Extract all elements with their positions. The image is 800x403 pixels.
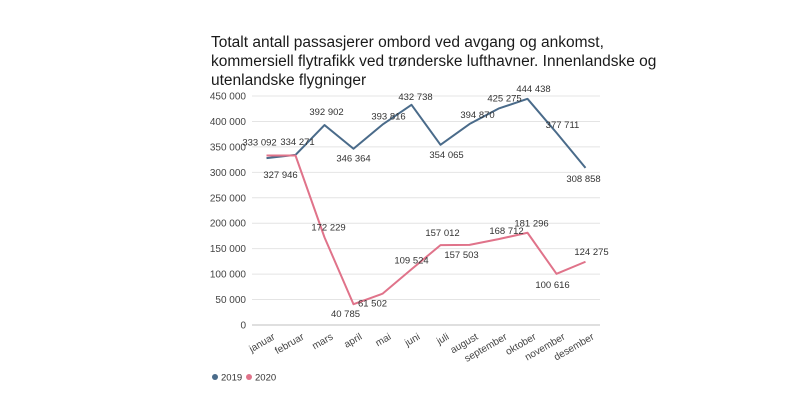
- y-axis-ticks: 0 50 000 100 000 150 000 200 000 250 000 300 0…: [210, 92, 247, 332]
- data-label-2019: 425 275: [487, 94, 521, 105]
- x-tick-label: mai: [374, 332, 393, 350]
- y-tick-label: 200 000: [210, 219, 247, 230]
- x-tick-label: februar: [273, 331, 307, 357]
- data-label-2020: 61 502: [358, 299, 387, 310]
- data-label-2019: 444 438: [516, 84, 550, 95]
- data-label-2019: 308 858: [566, 174, 600, 185]
- legend: 2019 2020: [212, 373, 276, 384]
- y-tick-label: 400 000: [210, 117, 247, 128]
- y-tick-label: 150 000: [210, 244, 247, 255]
- data-label-2019: 346 364: [336, 154, 370, 165]
- legend-marker-2020: [246, 374, 252, 380]
- data-label-2020: 40 785: [331, 309, 360, 320]
- data-label-2020: 168 712: [489, 226, 523, 237]
- data-label-2020: 109 524: [394, 255, 428, 266]
- y-tick-label: 450 000: [210, 92, 247, 103]
- data-label-2020: 124 275: [574, 247, 608, 258]
- chart-title-line-1: Totalt antall passasjerer ombord ved avg…: [211, 34, 604, 51]
- legend-label-2020: 2020: [255, 373, 276, 384]
- data-label-2019: 334 271: [280, 137, 314, 148]
- y-tick-label: 100 000: [210, 270, 247, 281]
- data-label-2019: 394 870: [460, 110, 494, 121]
- y-tick-label: 50 000: [215, 295, 246, 306]
- data-label-2019: 354 065: [429, 150, 463, 161]
- legend-marker-2019: [212, 374, 218, 380]
- y-tick-label: 300 000: [210, 168, 247, 179]
- data-labels: 327 946 334 271 392 902 346 364 393 816 432 7…: [242, 84, 608, 320]
- data-label-2019: 327 946: [263, 170, 297, 181]
- data-label-2020: 100 616: [535, 280, 569, 291]
- data-label-2019: 393 816: [371, 112, 405, 123]
- y-tick-label: 0: [240, 321, 246, 332]
- chart-title: Totalt antall passasjerer ombord ved avg…: [211, 33, 657, 90]
- data-label-2020: 181 296: [514, 219, 548, 230]
- data-label-2020: 333 092: [242, 137, 276, 148]
- x-tick-label: april: [342, 332, 364, 351]
- data-label-2020: 157 503: [444, 250, 478, 261]
- series-line-2020: [266, 154, 586, 306]
- chart-title-line-3: utenlandske flygninger: [211, 72, 367, 89]
- legend-label-2019: 2019: [221, 373, 242, 384]
- y-tick-label: 350 000: [210, 142, 247, 153]
- chart-title-line-2: kommersiell flytrafikk ved trønderske lu…: [211, 53, 657, 70]
- data-label-2019: 377 711: [546, 120, 580, 131]
- series-line-2019: [266, 97, 587, 169]
- data-label-2020: 172 229: [311, 222, 345, 233]
- x-tick-label: juni: [402, 332, 422, 350]
- x-tick-label: mars: [310, 332, 335, 353]
- data-label-2019: 432 738: [398, 92, 432, 103]
- y-tick-label: 250 000: [210, 193, 247, 204]
- data-label-2020: 157 012: [425, 228, 459, 239]
- data-label-2019: 392 902: [309, 107, 343, 118]
- x-tick-label: januar: [247, 331, 278, 355]
- x-tick-label: juli: [434, 332, 451, 348]
- series-lines: [266, 97, 587, 306]
